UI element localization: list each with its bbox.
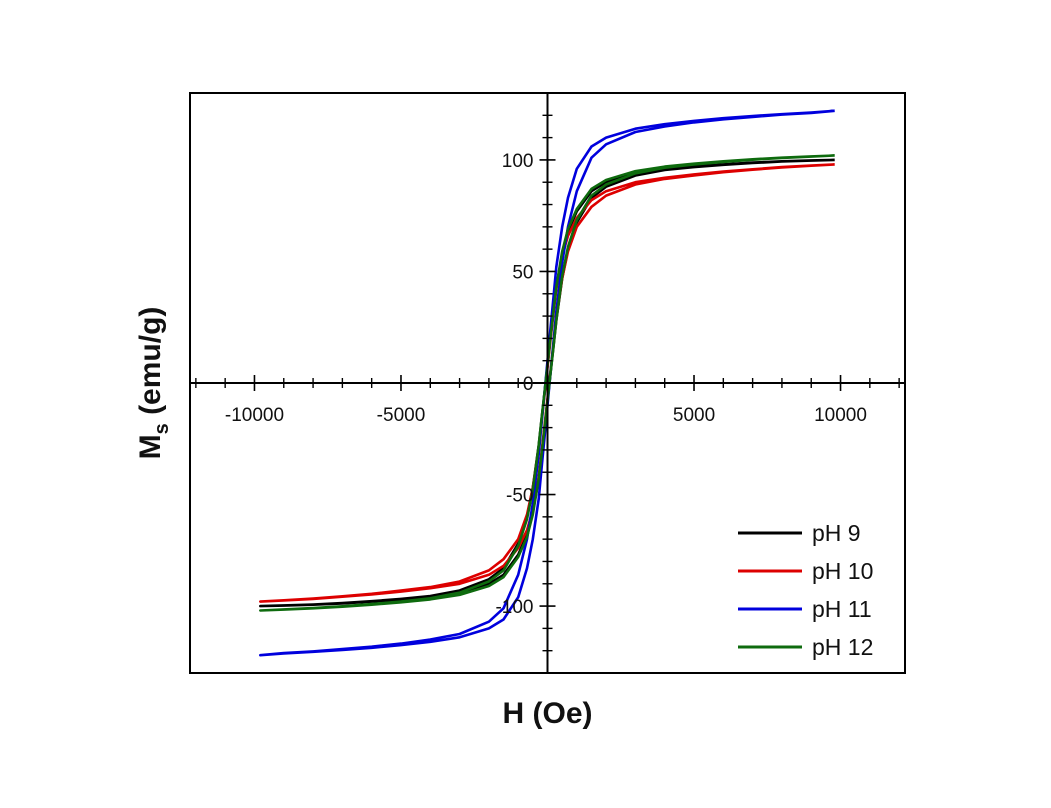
x-tick-label: 5000	[673, 405, 715, 426]
curves-layer	[259, 109, 835, 657]
legend-label-ph-9: pH 9	[812, 520, 861, 546]
y-axis-title-subscript: s	[151, 423, 173, 434]
ticks-layer: -10000 -5000 5000 10000 -100 -50 0 50 100	[195, 114, 900, 652]
y-axis-title-main: M	[134, 434, 167, 459]
y-tick-label: -50	[506, 486, 533, 507]
y-axis-title-units: (emu/g)	[134, 307, 167, 424]
y-tick-label: 0	[523, 374, 534, 395]
y-tick-label: 100	[502, 151, 534, 172]
legend-label-ph-12: pH 12	[812, 634, 873, 660]
legend-label-ph-11: pH 11	[812, 596, 872, 622]
curve-ph-12	[259, 154, 835, 612]
curve-ph-10	[259, 163, 835, 603]
x-axis-title: H (Oe)	[503, 697, 593, 730]
x-tick-label: -5000	[377, 405, 426, 426]
legend-label-ph-10: pH 10	[812, 558, 873, 584]
curve-ph-11	[259, 109, 835, 657]
y-tick-label: -100	[495, 597, 533, 618]
x-tick-label: -10000	[225, 405, 284, 426]
legend: pH 9 pH 10 pH 11 pH 12	[738, 520, 873, 660]
y-tick-label: 50	[512, 262, 533, 283]
y-axis-title: Ms (emu/g)	[134, 307, 173, 460]
x-tick-label: 10000	[814, 405, 867, 426]
